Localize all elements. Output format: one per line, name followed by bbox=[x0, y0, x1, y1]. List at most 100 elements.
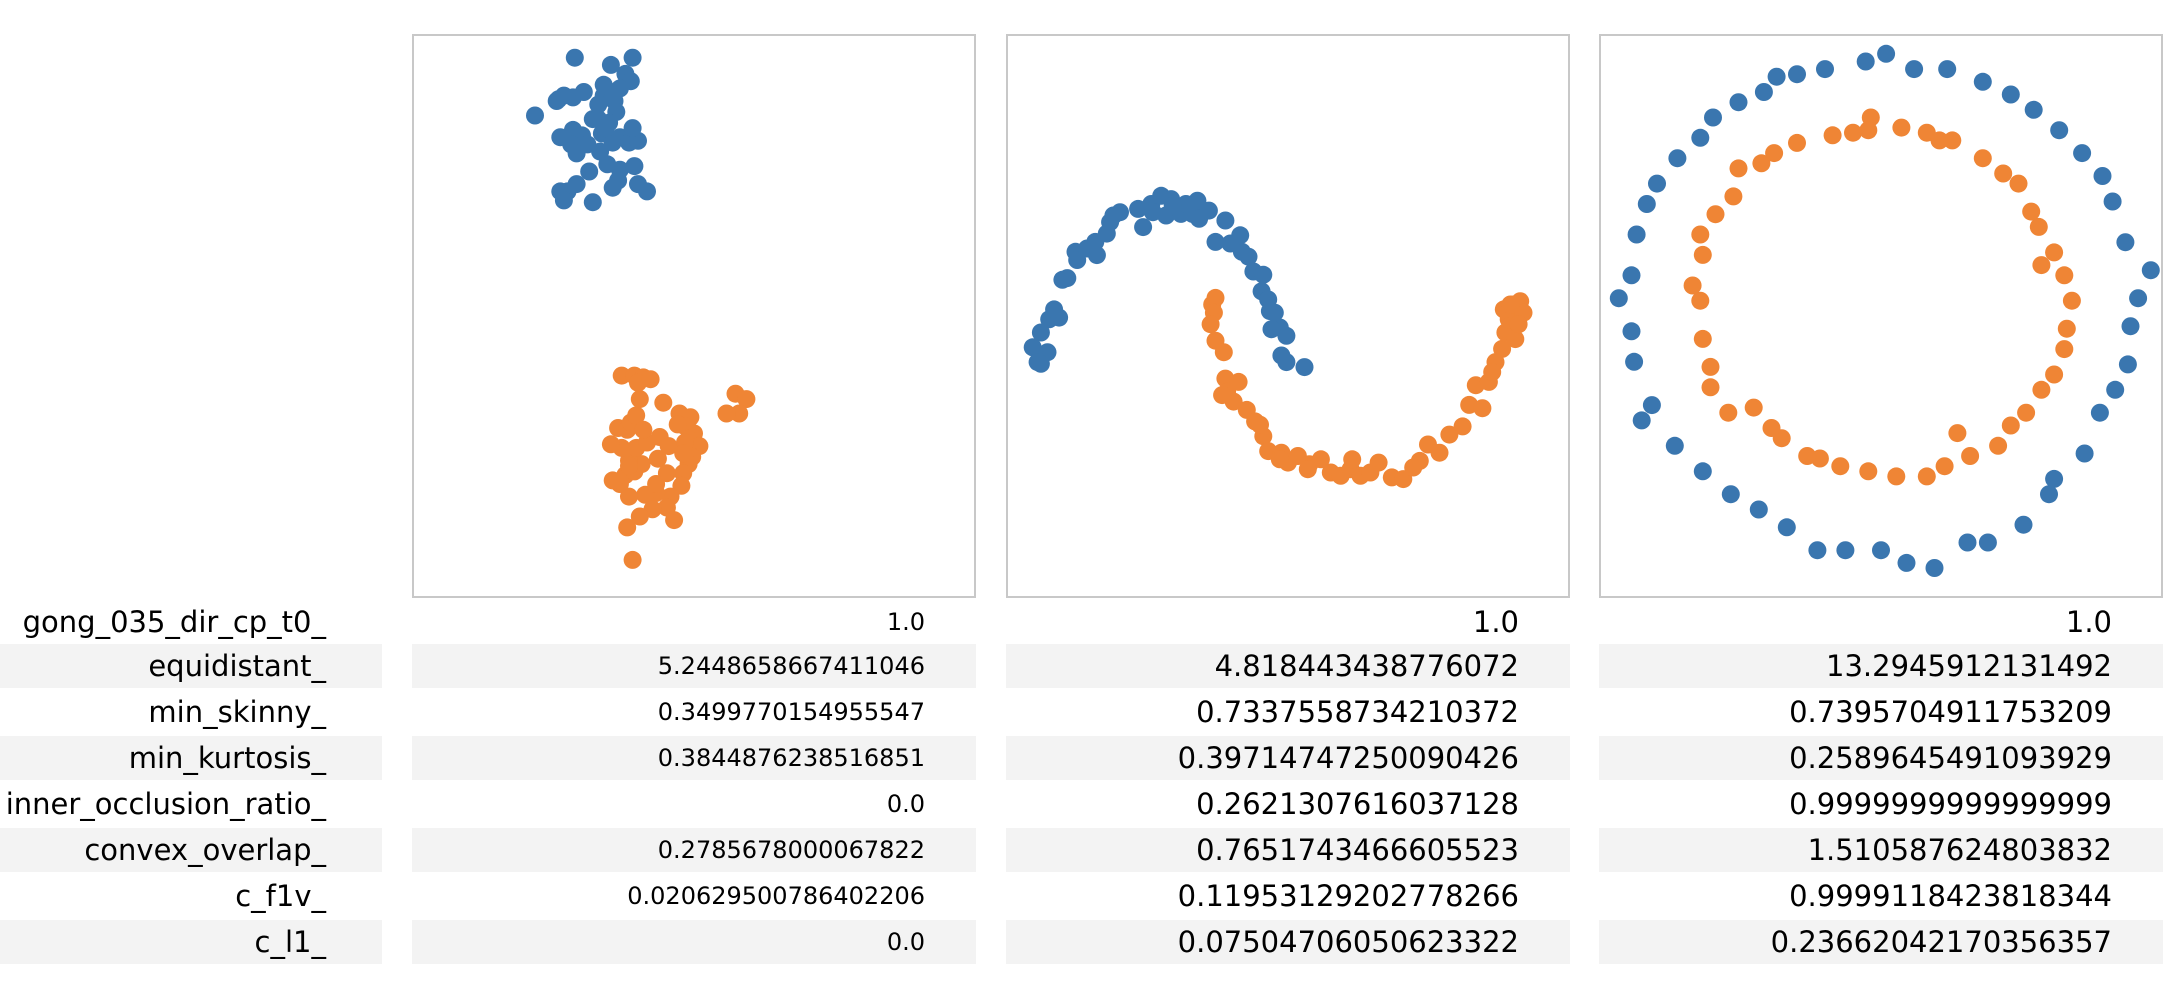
point-circles-s1-40 bbox=[1706, 205, 1725, 224]
point-blobs-s0-33 bbox=[591, 142, 610, 161]
point-circles-s0-46 bbox=[1973, 72, 1992, 91]
point-moons-s1-48 bbox=[1404, 458, 1423, 477]
row-label-min-kurtosis: min_kurtosis_ bbox=[0, 736, 382, 780]
point-moons-s1-46 bbox=[1298, 460, 1317, 479]
point-blobs-s0-46 bbox=[603, 88, 622, 107]
point-moons-s1-5 bbox=[1214, 343, 1233, 362]
point-circles-s0-48 bbox=[1905, 60, 1924, 79]
point-circles-s0-32 bbox=[2075, 444, 2094, 463]
point-circles-s1-42 bbox=[1729, 159, 1748, 178]
point-blobs-s1-37 bbox=[648, 449, 667, 468]
cell-c-l1-circles: 0.23662042170356357 bbox=[1599, 920, 2163, 964]
cell-c-f1v-circles: 0.9999118423818344 bbox=[1789, 879, 2112, 913]
point-circles-s1-23 bbox=[1917, 467, 1936, 486]
point-blobs-s1-23 bbox=[630, 507, 649, 526]
row-label-convex-overlap: convex_overlap_ bbox=[0, 828, 382, 872]
cell-inner-occlusion-ratio-moons: 0.2621307616037128 bbox=[1196, 787, 1519, 821]
point-moons-s0-49 bbox=[1143, 203, 1162, 222]
point-circles-s0-35 bbox=[2118, 355, 2137, 374]
point-blobs-s1-45 bbox=[601, 435, 620, 454]
point-circles-s0-4 bbox=[1729, 93, 1748, 112]
scatter-plot-blobs bbox=[526, 48, 756, 569]
point-circles-s0-24 bbox=[1872, 541, 1890, 560]
point-moons-s0-34 bbox=[1239, 247, 1258, 266]
point-circles-s0-47 bbox=[1938, 60, 1957, 79]
scatter-panel-circles bbox=[1599, 34, 2163, 598]
point-circles-s1-43 bbox=[1752, 154, 1771, 173]
cell-convex-overlap-blobs: 0.2785678000067822 bbox=[412, 828, 976, 872]
point-circles-s0-5 bbox=[1704, 108, 1722, 127]
cell-min-kurtosis-blobs: 0.3844876238516851 bbox=[412, 736, 976, 780]
cell-c-l1-blobs: 0.0 bbox=[412, 920, 976, 964]
point-moons-s0-46 bbox=[1295, 358, 1314, 377]
scatter-plot-circles bbox=[1609, 44, 2160, 577]
point-circles-s1-1 bbox=[1859, 121, 1878, 140]
cell-min-skinny-circles: 0.7395704911753209 bbox=[1789, 695, 2112, 729]
point-circles-s1-20 bbox=[1989, 436, 2008, 455]
point-moons-s0-29 bbox=[1206, 232, 1225, 251]
scatter-panel-blobs bbox=[412, 34, 976, 598]
point-circles-s1-32 bbox=[1719, 403, 1738, 422]
point-circles-s0-6 bbox=[1691, 128, 1710, 147]
point-circles-s0-26 bbox=[1925, 559, 1944, 577]
point-moons-s0-36 bbox=[1254, 265, 1273, 284]
point-circles-s1-18 bbox=[2017, 403, 2036, 422]
point-moons-s0-33 bbox=[1231, 226, 1250, 245]
point-moons-s1-51 bbox=[1509, 315, 1528, 334]
point-circles-s1-49 bbox=[2032, 256, 2051, 275]
cell-equidistant-blobs: 5.2448658667411046 bbox=[412, 644, 976, 688]
point-blobs-s1-48 bbox=[730, 404, 749, 423]
point-circles-s1-16 bbox=[2045, 365, 2064, 384]
point-blobs-s0-43 bbox=[583, 193, 602, 212]
point-moons-s1-30 bbox=[1440, 425, 1459, 444]
point-circles-s1-37 bbox=[1683, 276, 1702, 295]
cell-equidistant-moons: 4.818443438776072 bbox=[1006, 644, 1570, 688]
point-circles-s0-1 bbox=[1816, 60, 1834, 79]
point-circles-s1-45 bbox=[1788, 133, 1806, 152]
point-circles-s0-14 bbox=[1625, 352, 1644, 371]
point-circles-s0-39 bbox=[2116, 233, 2135, 252]
cell-c-f1v-blobs: 0.020629500786402206 bbox=[627, 882, 925, 910]
point-moons-s1-53 bbox=[1483, 363, 1502, 381]
point-moons-s1-34 bbox=[1473, 399, 1492, 418]
point-moons-s1-9 bbox=[1229, 372, 1248, 391]
point-moons-s0-48 bbox=[1163, 196, 1182, 215]
point-blobs-s1-43 bbox=[630, 390, 649, 409]
point-circles-s1-25 bbox=[1859, 462, 1878, 481]
point-circles-s1-36 bbox=[1691, 291, 1710, 310]
point-blobs-s1-49 bbox=[717, 404, 736, 423]
point-circles-s0-0 bbox=[1856, 52, 1875, 71]
point-blobs-s0-12 bbox=[623, 48, 642, 67]
point-moons-s0-50 bbox=[1188, 191, 1207, 210]
cell-min-skinny-blobs: 0.3499770154955547 bbox=[657, 698, 925, 726]
point-circles-s1-30 bbox=[1762, 419, 1781, 437]
row-label-c-f1v: c_f1v_ bbox=[235, 879, 326, 913]
point-circles-s0-43 bbox=[2050, 121, 2069, 140]
point-circles-s0-50 bbox=[1767, 67, 1786, 86]
scatter-panel-moons bbox=[1006, 34, 1570, 598]
point-moons-s0-6 bbox=[1045, 300, 1064, 319]
point-blobs-s0-6 bbox=[549, 90, 568, 109]
point-circles-s1-8 bbox=[2009, 174, 2028, 193]
point-circles-s1-38 bbox=[1693, 245, 1712, 264]
point-moons-s0-30 bbox=[1216, 211, 1235, 230]
point-circles-s1-46 bbox=[1823, 126, 1842, 145]
cell-convex-overlap-circles: 1.510587624803832 bbox=[1599, 828, 2163, 872]
point-circles-s0-18 bbox=[1693, 462, 1712, 481]
point-blobs-s0-0 bbox=[565, 48, 584, 67]
point-circles-s0-49 bbox=[1877, 44, 1896, 63]
point-circles-s0-27 bbox=[1958, 533, 1977, 552]
point-circles-s1-24 bbox=[1887, 467, 1906, 486]
point-blobs-s1-47 bbox=[737, 390, 756, 409]
point-circles-s1-9 bbox=[2022, 202, 2041, 221]
point-circles-s0-13 bbox=[1622, 322, 1641, 341]
point-circles-s0-42 bbox=[2073, 144, 2092, 163]
point-circles-s1-19 bbox=[2001, 416, 2020, 435]
point-moons-s0-0 bbox=[1023, 338, 1042, 357]
point-circles-s0-15 bbox=[1642, 396, 1661, 415]
point-blobs-s1-9 bbox=[668, 415, 687, 434]
point-circles-s1-47 bbox=[1844, 123, 1862, 142]
point-circles-s0-20 bbox=[1749, 500, 1768, 519]
cell-min-skinny-moons: 0.7337558734210372 bbox=[1196, 695, 1519, 729]
point-moons-s1-45 bbox=[1270, 450, 1289, 469]
